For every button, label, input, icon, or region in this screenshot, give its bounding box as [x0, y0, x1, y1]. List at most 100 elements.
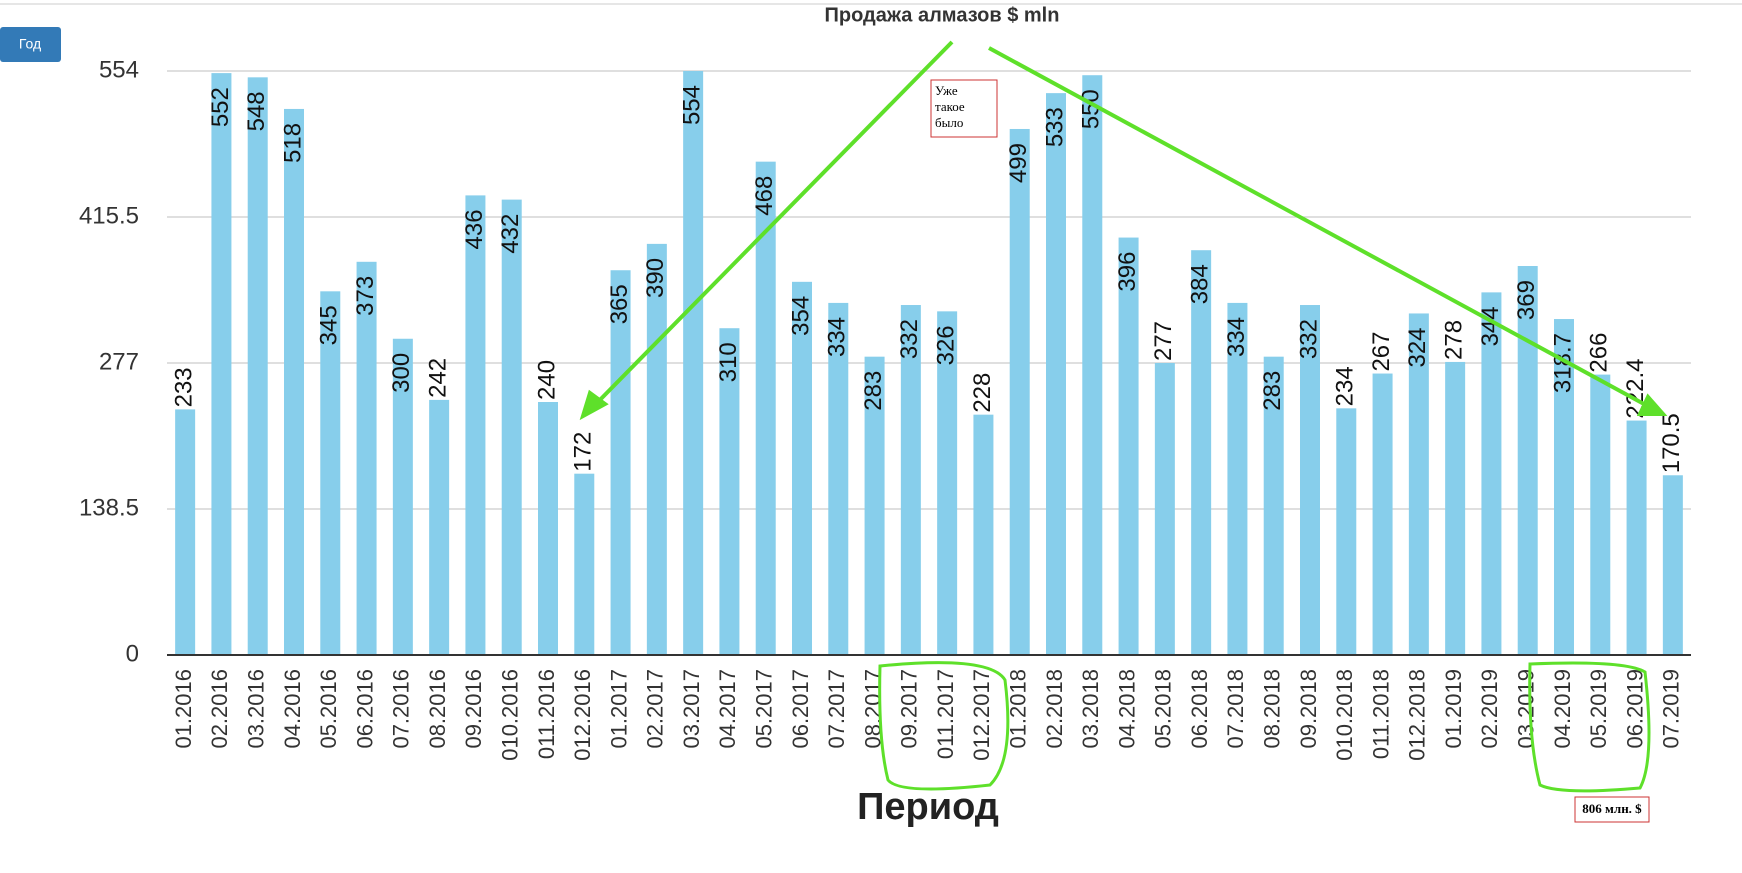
x-tick-label: 01.2019 — [1441, 669, 1466, 749]
x-tick-label: 03.2018 — [1078, 669, 1103, 749]
x-tick-label: 03.2016 — [244, 669, 269, 749]
data-label: 384 — [1186, 264, 1213, 304]
data-label: 468 — [751, 176, 778, 216]
y-tick-label: 0 — [126, 640, 139, 667]
year-button-label[interactable]: Год — [19, 36, 41, 52]
x-tick-label: 06.2018 — [1187, 669, 1212, 749]
x-tick-label: 08.2016 — [425, 669, 450, 749]
bar — [792, 281, 812, 655]
x-tick-label: 07.2016 — [389, 669, 414, 749]
data-label: 334 — [824, 317, 851, 357]
bar — [175, 409, 196, 655]
arrow-head — [1636, 393, 1668, 416]
bar — [646, 243, 667, 655]
bar — [1445, 361, 1466, 655]
x-tick-label: 012.2017 — [969, 669, 994, 761]
x-tick-label: 03.2019 — [1514, 669, 1539, 749]
annotation-text: Уже — [935, 83, 958, 98]
x-tick-label: 05.2019 — [1586, 669, 1611, 749]
data-label: 554 — [678, 85, 705, 125]
data-label: 233 — [170, 367, 197, 407]
bar — [1590, 374, 1611, 655]
bar — [973, 414, 994, 655]
annotation-box — [1574, 796, 1650, 823]
bar — [1554, 319, 1574, 655]
x-tick-label: 09.2016 — [461, 669, 486, 749]
bar — [1118, 237, 1139, 655]
x-axis-label: Период — [857, 786, 999, 828]
highlight-circle — [1528, 661, 1651, 793]
data-label: 228 — [969, 373, 996, 413]
data-label: 234 — [1332, 366, 1359, 406]
chart-title: Продажа алмазов $ mln — [825, 4, 1060, 26]
y-tick-label: 138.5 — [79, 494, 139, 521]
bar — [1662, 475, 1683, 655]
x-tick-label: 012.2016 — [570, 669, 595, 761]
data-label: 324 — [1404, 327, 1431, 367]
bar — [392, 338, 413, 655]
y-tick-label: 415.5 — [79, 202, 139, 229]
annotation-text: 806 млн. $ — [1582, 801, 1642, 816]
data-label: 170.5 — [1658, 413, 1685, 473]
data-label: 365 — [606, 284, 633, 324]
data-label: 552 — [207, 87, 234, 127]
bar — [1154, 363, 1175, 655]
x-tick-label: 05.2018 — [1151, 669, 1176, 749]
data-label: 373 — [352, 276, 379, 316]
bar — [610, 270, 631, 655]
x-tick-label: 05.2017 — [752, 669, 777, 749]
annotation-box — [930, 79, 998, 138]
bar — [1481, 292, 1502, 655]
y-tick-label: 277 — [99, 348, 139, 375]
x-tick-label: 07.2019 — [1659, 669, 1684, 749]
year-button[interactable] — [0, 27, 61, 62]
bar — [719, 328, 740, 655]
x-tick-label: 011.2017 — [933, 669, 958, 759]
x-tick-label: 012.2018 — [1405, 669, 1430, 761]
x-tick-label: 01.2018 — [1006, 669, 1031, 749]
data-label: 332 — [896, 319, 923, 359]
data-label: 345 — [316, 305, 343, 345]
bar — [356, 261, 377, 655]
bar — [683, 71, 704, 655]
data-label: 354 — [787, 296, 814, 336]
bar — [1626, 420, 1647, 655]
bar — [1009, 128, 1030, 655]
x-tick-label: 02.2018 — [1042, 669, 1067, 749]
x-tick-label: 09.2018 — [1296, 669, 1321, 749]
x-tick-label: 04.2017 — [715, 669, 740, 749]
arrow — [588, 40, 954, 412]
bar — [1300, 305, 1320, 655]
bar — [1046, 93, 1066, 655]
x-tick-label: 06.2019 — [1622, 669, 1647, 749]
data-label: 326 — [932, 325, 959, 365]
data-label: 283 — [860, 371, 887, 411]
x-tick-label: 010.2018 — [1332, 669, 1357, 761]
data-label: 172 — [570, 432, 597, 472]
x-tick-label: 02.2017 — [643, 669, 668, 749]
data-label: 266 — [1586, 333, 1613, 373]
x-tick-label: 06.2017 — [788, 669, 813, 749]
data-label: 432 — [497, 214, 524, 254]
arrow — [988, 46, 1656, 412]
bar — [1408, 313, 1429, 655]
bar — [1082, 75, 1103, 655]
data-label: 518 — [279, 123, 306, 163]
bar — [429, 399, 450, 655]
x-tick-label: 05.2016 — [316, 669, 341, 749]
data-label: 277 — [1150, 321, 1177, 361]
x-tick-label: 04.2016 — [280, 669, 305, 749]
data-label: 334 — [1223, 317, 1250, 357]
data-label: 548 — [243, 91, 270, 131]
x-tick-label: 04.2019 — [1550, 669, 1575, 749]
bar — [864, 356, 885, 655]
bar — [211, 73, 232, 656]
y-tick-label: 554 — [99, 56, 139, 83]
bar — [247, 77, 268, 656]
x-tick-label: 01.2017 — [606, 669, 631, 749]
data-label: 436 — [461, 209, 488, 249]
x-tick-label: 07.2017 — [824, 669, 849, 749]
data-label: 332 — [1295, 319, 1322, 359]
